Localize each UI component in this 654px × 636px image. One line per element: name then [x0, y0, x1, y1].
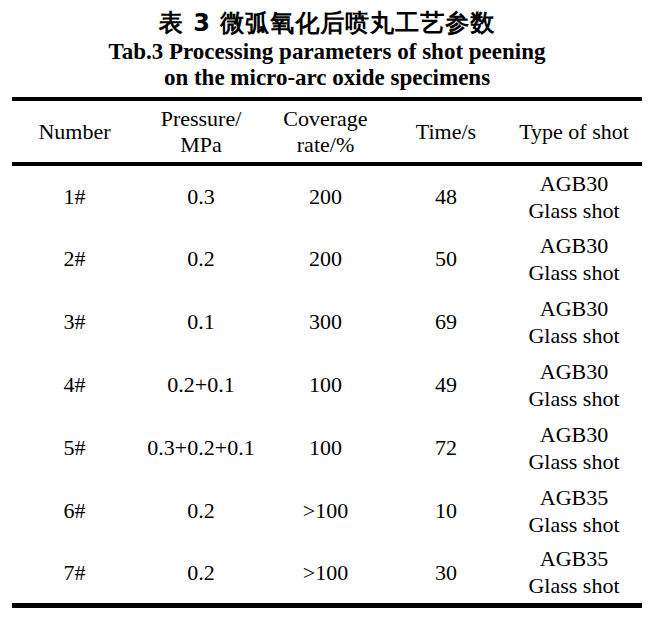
header-pressure: Pressure/ MPa	[137, 99, 265, 164]
cell-time: 49	[386, 353, 506, 416]
header-coverage-line1: Coverage	[265, 106, 386, 132]
cell-shot-type-line1: AGB35	[506, 484, 642, 511]
table-title-chinese: 表 3 微弧氧化后喷丸工艺参数	[0, 7, 654, 39]
cell-pressure: 0.2	[137, 227, 265, 290]
header-coverage-line2: rate/%	[265, 132, 386, 158]
cell-shot-type-line2: Glass shot	[506, 259, 642, 286]
header-row: Number Pressure/ MPa Coverage rate/% Tim…	[12, 99, 642, 164]
cell-shot-type: AGB30 Glass shot	[506, 164, 642, 227]
table-row: 3# 0.1 300 69 AGB30 Glass shot	[12, 290, 642, 353]
paper-table-page: 表 3 微弧氧化后喷丸工艺参数 Tab.3 Processing paramet…	[0, 0, 654, 636]
cell-coverage: 300	[265, 290, 386, 353]
cell-time: 72	[386, 416, 506, 479]
cell-shot-type: AGB35 Glass shot	[506, 542, 642, 605]
header-coverage: Coverage rate/%	[265, 99, 386, 164]
cell-shot-type-line1: AGB30	[506, 421, 642, 448]
cell-pressure: 0.2+0.1	[137, 353, 265, 416]
cell-shot-type: AGB35 Glass shot	[506, 479, 642, 542]
cell-shot-type-line1: AGB30	[506, 170, 642, 197]
cell-pressure: 0.3+0.2+0.1	[137, 416, 265, 479]
table-header: Number Pressure/ MPa Coverage rate/% Tim…	[12, 99, 642, 164]
cell-number: 4#	[12, 353, 137, 416]
cell-shot-type-line1: AGB30	[506, 358, 642, 385]
cell-pressure: 0.3	[137, 164, 265, 227]
cell-pressure: 0.2	[137, 542, 265, 605]
cell-time: 48	[386, 164, 506, 227]
cell-shot-type: AGB30 Glass shot	[506, 353, 642, 416]
cell-shot-type-line2: Glass shot	[506, 197, 642, 224]
table-row: 5# 0.3+0.2+0.1 100 72 AGB30 Glass shot	[12, 416, 642, 479]
header-number: Number	[12, 99, 137, 164]
cell-pressure: 0.1	[137, 290, 265, 353]
cell-coverage: >100	[265, 479, 386, 542]
cell-coverage: 200	[265, 227, 386, 290]
cell-shot-type-line2: Glass shot	[506, 448, 642, 475]
table-title-english-line2: on the micro-arc oxide specimens	[0, 65, 654, 91]
cell-time: 50	[386, 227, 506, 290]
cell-shot-type-line2: Glass shot	[506, 511, 642, 538]
table-row: 6# 0.2 >100 10 AGB35 Glass shot	[12, 479, 642, 542]
cell-shot-type-line2: Glass shot	[506, 322, 642, 349]
cell-shot-type-line1: AGB35	[506, 545, 642, 572]
cell-number: 6#	[12, 479, 137, 542]
header-time: Time/s	[386, 99, 506, 164]
cell-number: 2#	[12, 227, 137, 290]
cell-number: 3#	[12, 290, 137, 353]
cell-pressure: 0.2	[137, 479, 265, 542]
cell-shot-type-line1: AGB30	[506, 295, 642, 322]
table-row: 7# 0.2 >100 30 AGB35 Glass shot	[12, 542, 642, 605]
cell-coverage: >100	[265, 542, 386, 605]
table-row: 4# 0.2+0.1 100 49 AGB30 Glass shot	[12, 353, 642, 416]
table-body: 1# 0.3 200 48 AGB30 Glass shot 2# 0.2 20…	[12, 164, 642, 605]
cell-shot-type-line1: AGB30	[506, 232, 642, 259]
header-pressure-line1: Pressure/	[137, 106, 265, 132]
cell-coverage: 200	[265, 164, 386, 227]
cell-shot-type: AGB30 Glass shot	[506, 227, 642, 290]
cell-number: 5#	[12, 416, 137, 479]
table-row: 2# 0.2 200 50 AGB30 Glass shot	[12, 227, 642, 290]
header-pressure-line2: MPa	[137, 132, 265, 158]
cell-number: 7#	[12, 542, 137, 605]
shot-peening-parameters-table: Number Pressure/ MPa Coverage rate/% Tim…	[12, 97, 642, 608]
table-row: 1# 0.3 200 48 AGB30 Glass shot	[12, 164, 642, 227]
table-caption: 表 3 微弧氧化后喷丸工艺参数 Tab.3 Processing paramet…	[0, 0, 654, 91]
cell-time: 10	[386, 479, 506, 542]
cell-time: 30	[386, 542, 506, 605]
cell-time: 69	[386, 290, 506, 353]
header-type: Type of shot	[506, 99, 642, 164]
cell-coverage: 100	[265, 416, 386, 479]
cell-number: 1#	[12, 164, 137, 227]
cell-shot-type-line2: Glass shot	[506, 385, 642, 412]
cell-shot-type: AGB30 Glass shot	[506, 290, 642, 353]
cell-shot-type-line2: Glass shot	[506, 572, 642, 599]
cell-coverage: 100	[265, 353, 386, 416]
cell-shot-type: AGB30 Glass shot	[506, 416, 642, 479]
table-title-english-line1: Tab.3 Processing parameters of shot peen…	[0, 39, 654, 65]
